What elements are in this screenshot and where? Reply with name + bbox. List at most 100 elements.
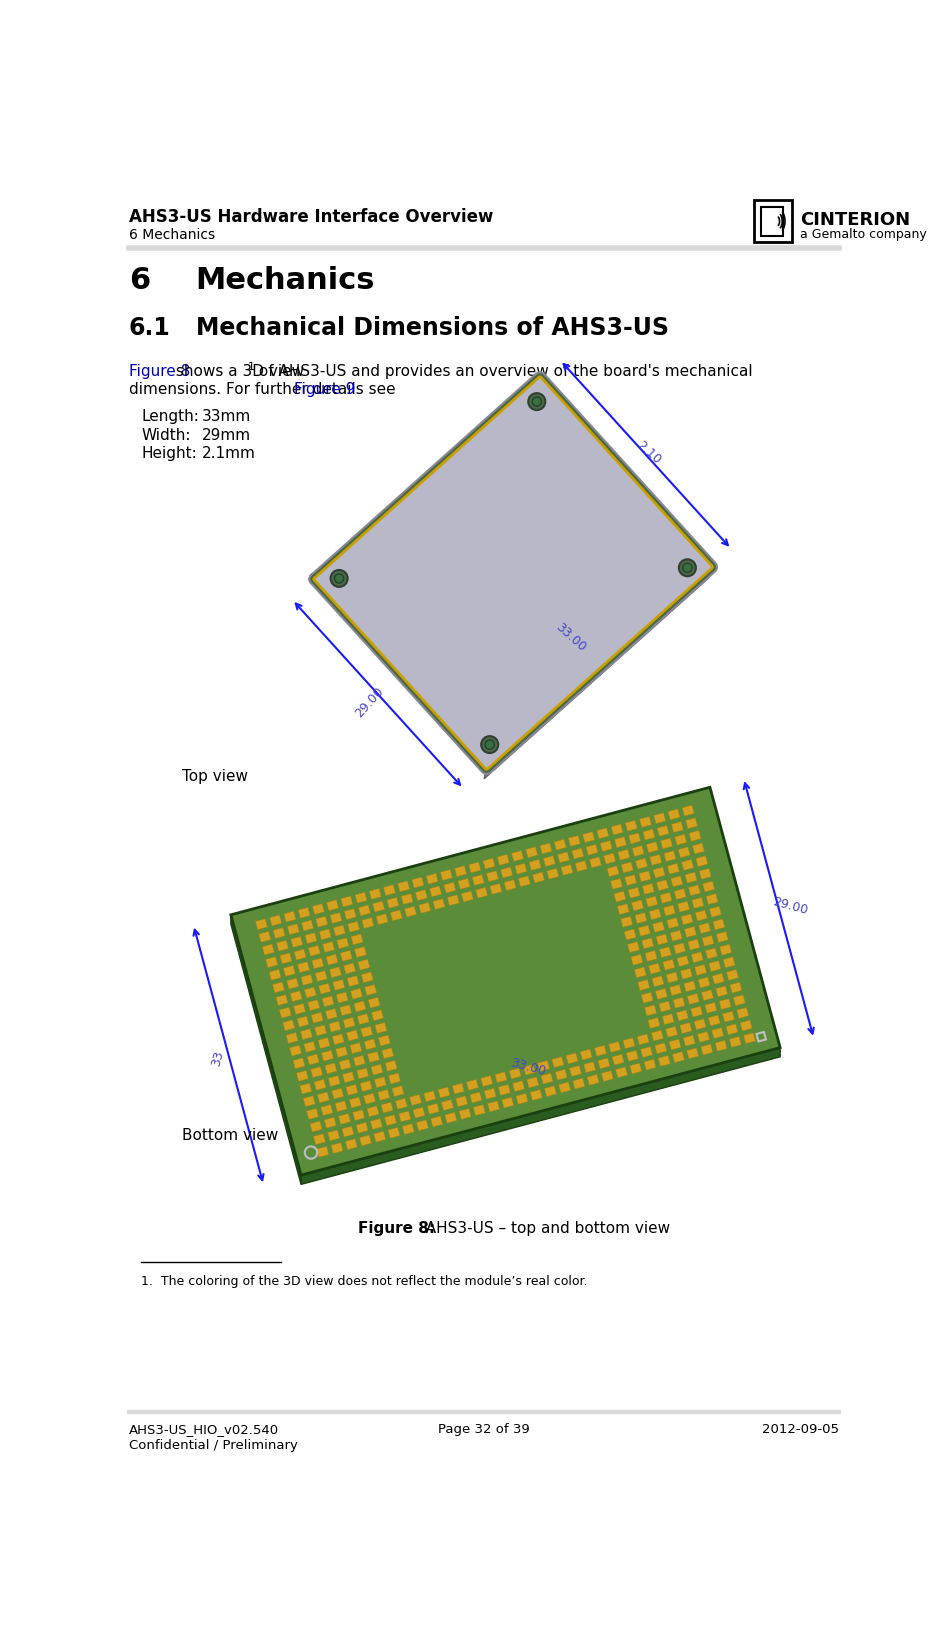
- Text: 1.  The coloring of the 3D view does not reflect the module’s real color.: 1. The coloring of the 3D view does not …: [142, 1274, 588, 1287]
- Polygon shape: [628, 888, 640, 898]
- Text: Height:: Height:: [142, 446, 197, 461]
- Polygon shape: [673, 998, 685, 1008]
- Polygon shape: [651, 1031, 664, 1041]
- Polygon shape: [659, 1001, 671, 1013]
- Polygon shape: [688, 885, 700, 897]
- Polygon shape: [304, 1042, 315, 1052]
- Polygon shape: [513, 1082, 525, 1092]
- Polygon shape: [648, 1018, 660, 1029]
- Text: Width:: Width:: [142, 428, 191, 443]
- Polygon shape: [587, 1075, 599, 1085]
- Text: 33: 33: [210, 1049, 227, 1067]
- Polygon shape: [681, 915, 693, 924]
- Polygon shape: [256, 919, 267, 929]
- Polygon shape: [649, 910, 661, 919]
- Polygon shape: [667, 864, 680, 875]
- Polygon shape: [625, 875, 636, 887]
- Polygon shape: [708, 1016, 720, 1026]
- Polygon shape: [410, 1095, 422, 1106]
- Polygon shape: [487, 1101, 499, 1113]
- Polygon shape: [646, 897, 658, 908]
- Polygon shape: [719, 944, 732, 956]
- Polygon shape: [630, 1064, 642, 1074]
- Polygon shape: [692, 898, 704, 908]
- Polygon shape: [344, 964, 356, 974]
- Polygon shape: [669, 985, 682, 997]
- Polygon shape: [639, 872, 650, 882]
- Polygon shape: [538, 1060, 549, 1072]
- Polygon shape: [459, 1110, 471, 1119]
- Polygon shape: [547, 869, 559, 880]
- Text: 6: 6: [128, 266, 150, 295]
- Polygon shape: [447, 895, 459, 906]
- Polygon shape: [683, 1036, 695, 1046]
- Polygon shape: [350, 988, 362, 1000]
- Polygon shape: [504, 880, 516, 892]
- Polygon shape: [316, 916, 328, 928]
- Text: AHS3-US Hardware Interface Overview: AHS3-US Hardware Interface Overview: [128, 208, 493, 226]
- Text: dimensions. For further details see: dimensions. For further details see: [128, 382, 400, 397]
- Polygon shape: [635, 859, 648, 870]
- Polygon shape: [312, 959, 324, 969]
- Polygon shape: [595, 1046, 606, 1057]
- Polygon shape: [682, 860, 694, 870]
- Polygon shape: [357, 1069, 369, 1078]
- Polygon shape: [319, 929, 331, 941]
- Circle shape: [529, 393, 546, 411]
- Polygon shape: [683, 806, 694, 816]
- Polygon shape: [290, 992, 302, 1001]
- Polygon shape: [347, 921, 360, 933]
- Polygon shape: [716, 1041, 727, 1052]
- Polygon shape: [638, 980, 649, 992]
- Polygon shape: [329, 967, 342, 978]
- Polygon shape: [402, 1124, 414, 1134]
- Polygon shape: [398, 1111, 411, 1123]
- Polygon shape: [695, 965, 707, 975]
- Circle shape: [481, 736, 498, 754]
- Polygon shape: [383, 885, 396, 897]
- Polygon shape: [656, 934, 668, 946]
- Polygon shape: [638, 926, 650, 936]
- Polygon shape: [280, 954, 292, 964]
- Polygon shape: [325, 1064, 337, 1074]
- Polygon shape: [384, 1115, 396, 1126]
- Polygon shape: [473, 1105, 485, 1116]
- Polygon shape: [331, 1088, 344, 1100]
- Polygon shape: [390, 911, 402, 921]
- Polygon shape: [287, 978, 298, 990]
- Polygon shape: [319, 983, 330, 995]
- Polygon shape: [298, 908, 310, 919]
- Polygon shape: [279, 1008, 292, 1018]
- Polygon shape: [346, 1085, 358, 1095]
- Polygon shape: [455, 867, 466, 877]
- Polygon shape: [544, 856, 555, 867]
- Polygon shape: [262, 944, 275, 956]
- Polygon shape: [637, 1034, 649, 1046]
- Polygon shape: [445, 1113, 457, 1123]
- Polygon shape: [343, 1072, 354, 1083]
- Polygon shape: [641, 993, 653, 1003]
- Polygon shape: [713, 919, 725, 931]
- Polygon shape: [428, 1103, 439, 1115]
- Circle shape: [683, 564, 692, 574]
- Polygon shape: [371, 1065, 383, 1075]
- Polygon shape: [644, 1060, 656, 1070]
- Polygon shape: [304, 988, 316, 998]
- Polygon shape: [666, 972, 678, 983]
- Polygon shape: [472, 875, 484, 887]
- Bar: [753, 202, 792, 243]
- Polygon shape: [364, 1039, 376, 1051]
- Polygon shape: [381, 1049, 394, 1059]
- Text: 6.1: 6.1: [128, 316, 171, 339]
- Polygon shape: [730, 1037, 741, 1047]
- Polygon shape: [642, 883, 654, 895]
- Polygon shape: [470, 1093, 481, 1103]
- Polygon shape: [317, 1092, 329, 1103]
- Polygon shape: [358, 960, 370, 970]
- Polygon shape: [566, 1054, 578, 1064]
- Polygon shape: [509, 1069, 521, 1078]
- Polygon shape: [345, 910, 356, 919]
- Polygon shape: [444, 883, 456, 893]
- Polygon shape: [552, 1057, 564, 1069]
- Polygon shape: [691, 952, 703, 964]
